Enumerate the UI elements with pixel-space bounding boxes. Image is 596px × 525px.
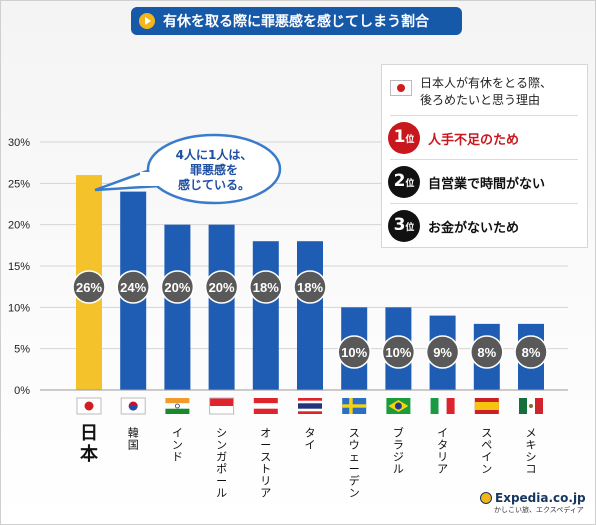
- reason-label: 自営業で時間がない: [428, 176, 546, 192]
- divider: [390, 203, 578, 204]
- data-label: 10%: [385, 345, 411, 360]
- country-flag-icon: [209, 397, 235, 415]
- bar: [297, 241, 323, 390]
- category-label: 日本: [80, 423, 98, 465]
- country-flag-icon: [120, 397, 146, 415]
- data-label: 20%: [209, 280, 235, 295]
- country-flag-icon: [342, 398, 367, 414]
- bar: [208, 224, 235, 390]
- divider: [390, 115, 578, 116]
- category-label: メキシコ: [526, 426, 537, 475]
- data-label: 8%: [522, 345, 541, 360]
- country-flag-icon: [76, 397, 102, 415]
- country-flag-icon: [386, 398, 411, 414]
- category-label: スウェーデン: [349, 426, 360, 499]
- expedia-logo: Expedia.co.jp かしこい旅、エクスペディア: [480, 491, 590, 515]
- category-label: 韓国: [128, 426, 139, 451]
- category-label: シンガポール: [216, 426, 227, 499]
- reasons-heading: 日本人が有休をとる際、 後ろめたいと思う理由: [420, 76, 553, 107]
- data-label-circle: [337, 335, 371, 369]
- data-label: 18%: [253, 280, 279, 295]
- category-label: ブラジル: [393, 425, 404, 475]
- data-label-circle: [204, 270, 239, 304]
- reason-label: お金がないため: [428, 220, 520, 236]
- y-tick-label: 10%: [8, 302, 30, 314]
- data-label: 10%: [341, 345, 367, 360]
- country-flag-icon: [474, 398, 499, 414]
- country-flag-icon: [519, 398, 543, 414]
- data-label-circle: [249, 270, 283, 304]
- bar: [252, 241, 279, 390]
- chart-title-text: 有休を取る際に罪悪感を感じてしまう割合: [163, 14, 429, 30]
- data-label: 26%: [76, 280, 102, 295]
- data-label: 8%: [477, 345, 496, 360]
- divider: [390, 159, 578, 160]
- reason-label: 人手不足のため: [428, 132, 520, 148]
- data-label-circle: [425, 335, 460, 369]
- data-label-circle: [160, 270, 195, 304]
- y-tick-label: 30%: [8, 137, 30, 149]
- data-label: 9%: [433, 345, 452, 360]
- bar: [164, 224, 191, 390]
- y-tick-label: 25%: [8, 178, 30, 190]
- japan-flag-icon: [390, 80, 412, 96]
- data-label-circle: [293, 270, 327, 304]
- country-flag-icon: [165, 398, 190, 414]
- data-label-circle: [72, 270, 106, 304]
- category-label: タイ: [305, 426, 316, 451]
- category-label: インド: [172, 426, 183, 463]
- y-tick-label: 20%: [8, 220, 30, 232]
- category-label: スペイン: [481, 426, 492, 475]
- data-label: 20%: [164, 280, 190, 295]
- chart-title: 有休を取る際に罪悪感を感じてしまう割合: [131, 7, 462, 35]
- callout-text: 4人に1人は、罪悪感を感じている。: [176, 147, 253, 192]
- y-tick-label: 0%: [14, 385, 30, 397]
- data-label-circle: [470, 335, 504, 369]
- data-label: 18%: [297, 280, 323, 295]
- y-tick-label: 15%: [8, 261, 30, 273]
- category-label: イタリア: [437, 426, 448, 475]
- callout-bubble: [146, 133, 282, 205]
- y-tick-label: 5%: [14, 344, 30, 356]
- data-label-circle: [381, 335, 416, 369]
- country-flag-icon: [253, 398, 278, 414]
- data-label-circle: [514, 335, 548, 369]
- play-icon: [139, 13, 155, 29]
- country-flag-icon: [298, 398, 322, 414]
- country-flag-icon: [430, 398, 455, 414]
- category-label: オーストリア: [260, 426, 271, 499]
- data-label-circle: [116, 270, 150, 304]
- globe-icon: [480, 492, 492, 504]
- data-label: 24%: [120, 280, 146, 295]
